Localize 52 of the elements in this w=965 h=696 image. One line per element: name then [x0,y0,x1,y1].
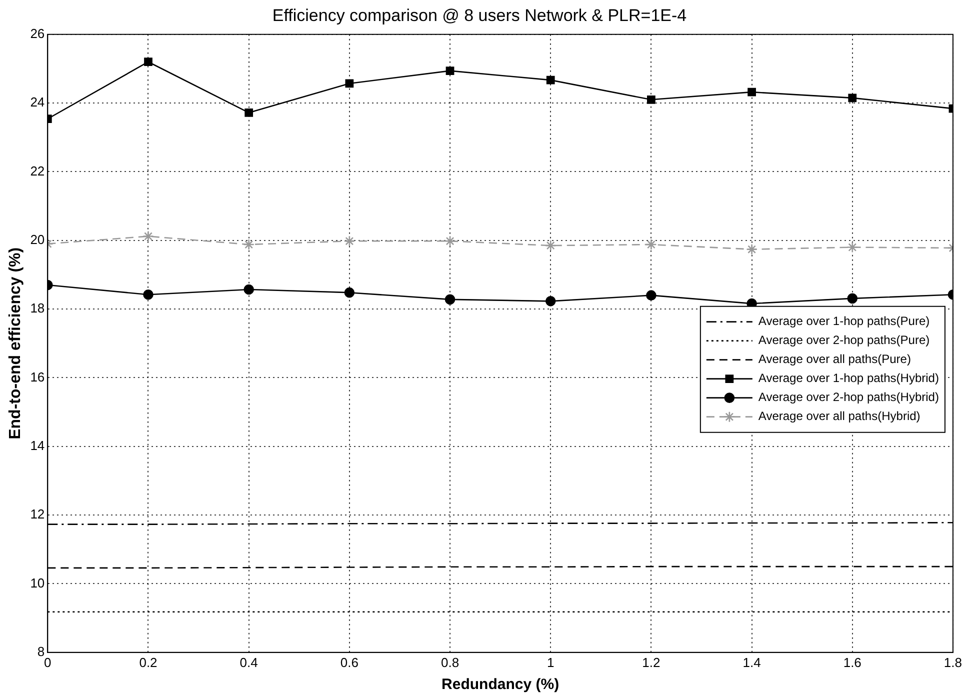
x-tick-label: 1.2 [642,654,660,670]
y-tick-label: 12 [30,506,45,522]
y-tick-label: 8 [37,644,45,659]
y-tick-label: 20 [30,232,45,247]
y-tick-label: 18 [30,300,45,316]
point [244,108,254,117]
y-tick-label: 24 [30,94,45,110]
y-tick-label: 26 [30,26,45,41]
y-tick-label: 14 [30,438,45,453]
point [647,95,656,104]
legend-label: Average over 1-hop paths(Hybrid) [758,371,939,386]
point [546,76,555,84]
point [846,242,858,253]
point [646,290,656,300]
x-tick-label: 0 [44,654,52,670]
legend-label: Average over 2-hop paths(Hybrid) [758,390,939,404]
point [444,294,456,305]
y-tick-label: 10 [30,575,45,590]
point [243,238,254,250]
point [444,235,456,247]
point [142,230,154,242]
point [345,79,354,88]
point [344,235,356,247]
x-tick-label: 0.6 [340,654,358,670]
point [544,240,556,252]
legend-label: Average over all paths(Pure) [758,352,911,366]
x-tick-label: 1.8 [944,654,962,670]
point [848,94,857,102]
point [144,58,152,66]
x-tick-label: 1.4 [742,654,761,670]
legend-label: Average over 1-hop paths(Pure) [758,314,930,328]
point [344,287,355,298]
point [746,244,758,255]
point [748,88,756,96]
point [646,238,657,250]
x-tick-label: 0.4 [240,654,258,670]
y-tick-label: 16 [30,369,45,384]
point [143,289,154,300]
chart-title: Efficiency comparison @ 8 users Network & PLR=1E-4 [272,6,687,25]
x-tick-label: 0.2 [139,654,158,670]
legend-label: Average over 2-hop paths(Pure) [758,333,930,348]
x-tick-label: 1.6 [843,654,862,670]
x-tick-label: 1 [546,654,554,670]
x-axis-title: Redundancy (%) [442,676,560,694]
legend-label: Average over all paths(Hybrid) [758,409,920,424]
y-axis-title: End-to-end efficiency (%) [7,247,24,440]
point [847,293,858,304]
point [446,66,454,75]
point [244,284,254,295]
y-tick-label: 22 [30,163,45,178]
point [545,296,556,306]
x-tick-label: 0.8 [440,654,460,670]
